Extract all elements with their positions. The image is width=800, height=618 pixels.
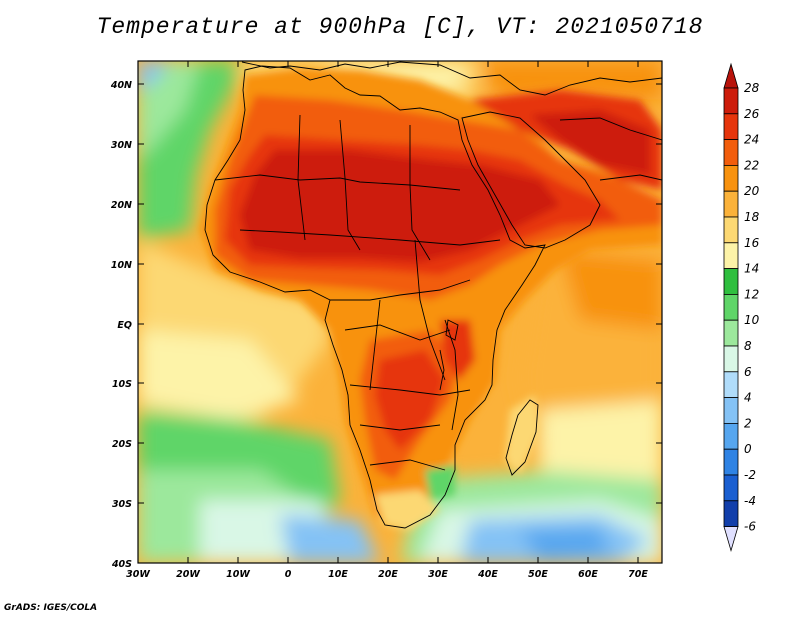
lat-label: 20S [112,439,132,450]
colorbar-swatch [723,216,739,244]
colorbar-label: 10 [744,313,760,327]
colorbar-label: 16 [744,236,760,250]
lon-label: 30E [428,569,448,580]
colorbar-label: 2 [744,416,752,430]
colorbar-label: 18 [744,210,760,224]
colorbar-swatch [723,422,739,450]
colorbar-label: -6 [744,520,756,534]
lat-label: 10S [112,379,132,390]
colorbar-label: 24 [744,133,759,147]
lat-label: 20N [111,200,132,211]
lat-label: EQ [117,320,132,331]
lat-label: 40S [111,559,132,570]
plot-frame [137,60,663,564]
colorbar-bottom-arrow [723,526,739,553]
colorbar-swatch [723,319,739,347]
colorbar-swatch [723,242,739,270]
lon-label: 20W [176,569,200,580]
colorbar-label: 28 [744,81,760,95]
temperature-field [138,61,662,563]
lon-label: 10E [328,569,348,580]
colorbar-swatch [723,139,739,166]
colorbar-label: 26 [744,107,760,121]
colorbar-top-arrow [723,62,739,89]
lon-label: 10W [226,569,250,580]
colorbar-label: 4 [744,391,752,405]
lon-label: 70E [628,569,648,580]
colorbar-label: 8 [744,339,752,353]
lon-label: 50E [528,569,548,580]
colorbar-swatch [723,397,739,424]
colorbar-swatch [723,113,739,141]
lon-label: 60E [578,569,598,580]
lat-label: 30N [111,140,132,151]
colorbar-label: 20 [744,184,760,198]
lon-label: 20E [378,569,398,580]
map-title: Temperature at 900hPa [C], VT: 202105071… [96,14,704,40]
colorbar-swatch [723,164,739,192]
longitude-axis: 30W 20W 10W 0 10E 20E 30E 40E 50E 60E 70… [126,61,648,580]
colorbar-swatch [723,345,739,373]
colorbar-swatch [723,474,739,502]
colorbar-swatch [723,87,739,115]
lat-label: 40N [110,80,132,91]
colorbar-swatch [723,500,739,527]
colorbar-swatch [723,371,739,398]
colorbar-swatch [723,293,739,321]
latitude-axis: 40N 30N 20N 10N EQ 10S 20S 30S 40S [110,80,662,570]
colorbar-swatch [723,268,739,295]
credit-label: GrADS: IGES/COLA [4,603,98,613]
colorbar-label: 12 [744,287,759,301]
colorbar-label: 14 [744,262,759,276]
colorbar-swatch [723,190,739,218]
coastlines [204,61,662,529]
colorbar-label: -2 [744,468,756,482]
colorbar-label: 22 [744,158,759,172]
lat-label: 10N [111,260,132,271]
colorbar-label: -4 [744,494,756,508]
lon-label: 0 [285,569,292,580]
colorbar-label: 0 [744,442,752,456]
lat-label: 30S [112,499,132,510]
colorbar-label: 6 [744,365,752,379]
lon-label: 30W [126,569,150,580]
lon-label: 40E [477,569,498,580]
colorbar-swatch [723,448,739,476]
